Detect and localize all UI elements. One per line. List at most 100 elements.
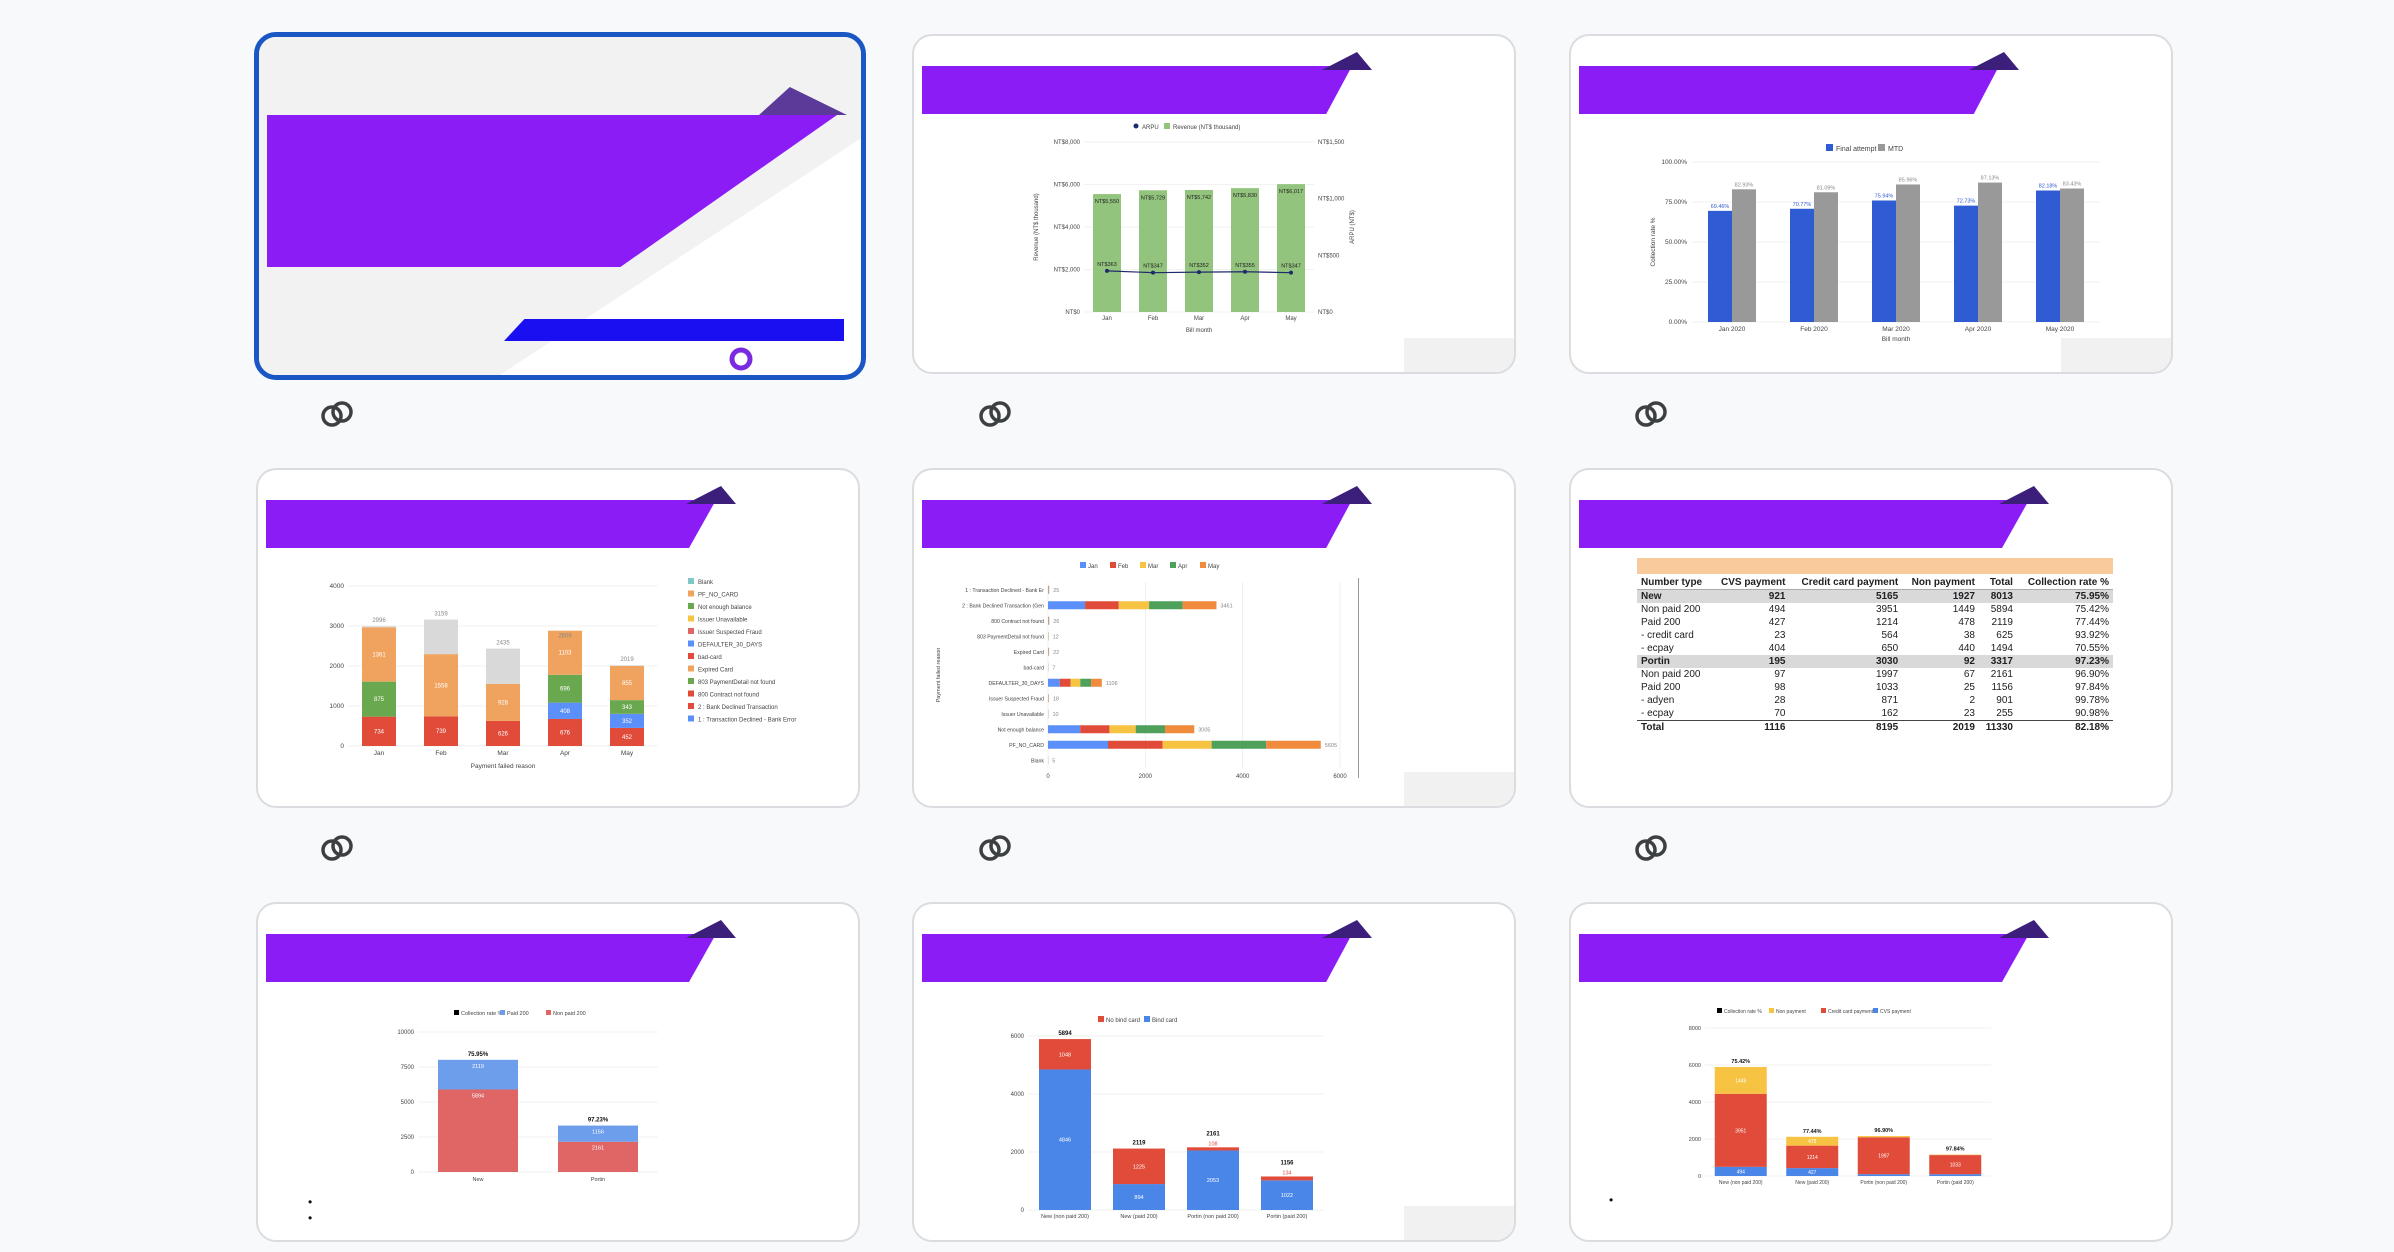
failed-segment xyxy=(362,681,396,717)
segment-label: 427 xyxy=(1808,1170,1817,1176)
segment-label: 1033 xyxy=(1950,1163,1961,1169)
reason-segment xyxy=(1048,678,1060,687)
linked-slide-icon[interactable] xyxy=(1632,398,1670,430)
failed-segment xyxy=(548,630,582,675)
slide-thumbnail-3[interactable]: Final attempt MTD 0.00% 25.00% 50.00% 75.00% 1… xyxy=(1569,34,2173,374)
revenue-bar xyxy=(1093,194,1121,312)
x-tick-label: Portin (non paid 200) xyxy=(1187,1214,1239,1220)
slide-thumbnail-1[interactable] xyxy=(254,32,866,380)
collection-rate-chart: Final attempt MTD 0.00% 25.00% 50.00% 75.00% 1… xyxy=(1650,144,2101,343)
y-tick-label: 8000 xyxy=(1689,1026,1701,1032)
slide-thumbnail-6[interactable]: Number type CVS payment Credit card paymen… xyxy=(1569,468,2173,808)
rate-bar xyxy=(1732,189,1756,322)
bind-bar xyxy=(1039,1039,1091,1070)
linked-slide-icon[interactable] xyxy=(976,832,1014,864)
y-tick-label: 7500 xyxy=(401,1065,415,1071)
segment-label: 1361 xyxy=(372,652,386,658)
rate-label: 77.44% xyxy=(1803,1129,1822,1135)
table-cell: 2019 xyxy=(1952,722,1975,733)
y-tick-label: 0 xyxy=(1698,1174,1701,1180)
legend-label: Collection rate % xyxy=(1724,1009,1762,1015)
legend-swatch xyxy=(1821,1008,1826,1013)
table-cell: 75.42% xyxy=(2075,604,2109,615)
y-tick-label: 50.00% xyxy=(1665,239,1687,246)
slide-thumbnail-4[interactable]: 0 1000 2000 3000 4000 734 875 1361 2996 Jan 739 155… xyxy=(256,468,860,808)
failed-segment xyxy=(424,654,458,717)
revenue-bar xyxy=(1139,190,1167,312)
linked-slide-icon[interactable] xyxy=(318,832,356,864)
legend-label: Apr xyxy=(1178,564,1187,570)
slide-thumbnail-2[interactable]: ARPU Revenue (NT$ thousand) NT$0 NT$2,000 NT… xyxy=(912,34,1516,374)
table-title xyxy=(1637,558,2113,574)
table-cell: 70.55% xyxy=(2075,643,2109,654)
total-label: 5894 xyxy=(1058,1031,1072,1037)
y-tick-label: 803 PaymentDetail not found xyxy=(977,634,1044,640)
legend-swatch-arpu xyxy=(1133,123,1139,129)
other-segment xyxy=(362,626,396,628)
legend-swatch xyxy=(546,1010,551,1015)
slide-thumbnail-9[interactable]: Collection rate % Non payment Credit card … xyxy=(1569,902,2173,1242)
revenue-bar xyxy=(1231,188,1259,312)
linked-slide-icon[interactable] xyxy=(1632,832,1670,864)
x-tick-label: Mar 2020 xyxy=(1882,326,1910,333)
slide-5-content: Jan Feb Mar Apr May 0 2000 4000 6000 1 : Transact… xyxy=(914,470,1514,806)
slide-corner xyxy=(2061,338,2171,372)
y-tick-label: NT$0 xyxy=(1065,310,1080,316)
bind-bar xyxy=(1261,1176,1313,1181)
segment-label: 696 xyxy=(560,687,571,693)
slide-thumbnail-7[interactable]: Collection rate % Paid 200 Non paid 200 0 25… xyxy=(256,902,860,1242)
failed-segment xyxy=(610,727,644,746)
table-cell: 3030 xyxy=(1789,655,1903,668)
table-cell: Non paid 200 xyxy=(1641,669,1701,680)
linked-slide-icon[interactable] xyxy=(318,398,356,430)
y-tick-label: 0 xyxy=(340,743,344,750)
rate-data-label: 82.93% xyxy=(1735,182,1754,188)
x-tick-label: Mar xyxy=(1194,316,1204,322)
y-tick-label: 1 : Transaction Declined - Bank Er xyxy=(965,588,1044,594)
x-tick-label: Apr xyxy=(1240,316,1249,322)
x-tick-label: New (paid 200) xyxy=(1120,1214,1157,1220)
total-label: 5605 xyxy=(1325,743,1337,749)
legend-swatch xyxy=(688,603,694,609)
slide-thumbnail-8[interactable]: No bind card Bind card 0 2000 4000 6000 4846 10… xyxy=(912,902,1516,1242)
status-bar xyxy=(1786,1136,1839,1146)
x-tick-label: Portin (paid 200) xyxy=(1267,1214,1308,1220)
y-tick-label: 800 Contract not found xyxy=(991,619,1044,625)
reason-segment xyxy=(1182,601,1217,610)
table-row: Paid 200 427 1214 478 2119 77.44% xyxy=(1637,616,2113,629)
segment-label: 134 xyxy=(1282,1170,1291,1176)
x-tick-label: Mar xyxy=(497,750,509,757)
y-tick-label: 6000 xyxy=(1011,1034,1025,1040)
arpu-data-label: NT$355 xyxy=(1235,263,1255,269)
bullet-item xyxy=(1609,1192,2129,1208)
y-tick-label: 2500 xyxy=(401,1135,415,1141)
title-ribbon xyxy=(922,500,1352,548)
segment-label: 1558 xyxy=(434,683,448,689)
legend-label: CVS payment xyxy=(1880,1009,1911,1015)
reason-segment xyxy=(1266,740,1321,749)
x-tick-label: May 2020 xyxy=(2046,326,2075,333)
linked-slide-icon[interactable] xyxy=(976,398,1014,430)
y-axis-label: Payment failed reason xyxy=(936,648,942,703)
table-cell: 162 xyxy=(1881,708,1899,719)
rate-bar xyxy=(1954,205,1978,322)
other-segment xyxy=(610,665,644,666)
legend-label: bad-card xyxy=(698,655,722,661)
arpu-data-label: NT$352 xyxy=(1189,263,1209,269)
table-cell: 494 xyxy=(1768,604,1786,615)
failed-segment xyxy=(424,716,458,746)
table-header-row: Number type CVS payment Credit card paymen… xyxy=(1637,576,2113,590)
rate-bar xyxy=(2036,190,2060,322)
segment-label: 1156 xyxy=(592,1130,604,1136)
table-cell: 75.95% xyxy=(2016,589,2113,603)
table-cell: Paid 200 xyxy=(1641,617,1681,628)
rate-data-label: 72.73% xyxy=(1957,199,1976,205)
y-tick-label: 4000 xyxy=(1011,1092,1025,1098)
slide-thumbnail-5[interactable]: Jan Feb Mar Apr May 0 2000 4000 6000 1 : Transact… xyxy=(912,468,1516,808)
reason-segment xyxy=(1048,740,1109,749)
reason-segment xyxy=(1048,725,1081,734)
table-cell: 82.18% xyxy=(2075,722,2109,733)
legend-label: 803 PaymentDetail not found xyxy=(698,680,775,686)
rate-bar xyxy=(1790,208,1814,322)
slide-7-content: Collection rate % Paid 200 Non paid 200 0 25… xyxy=(258,904,858,1240)
